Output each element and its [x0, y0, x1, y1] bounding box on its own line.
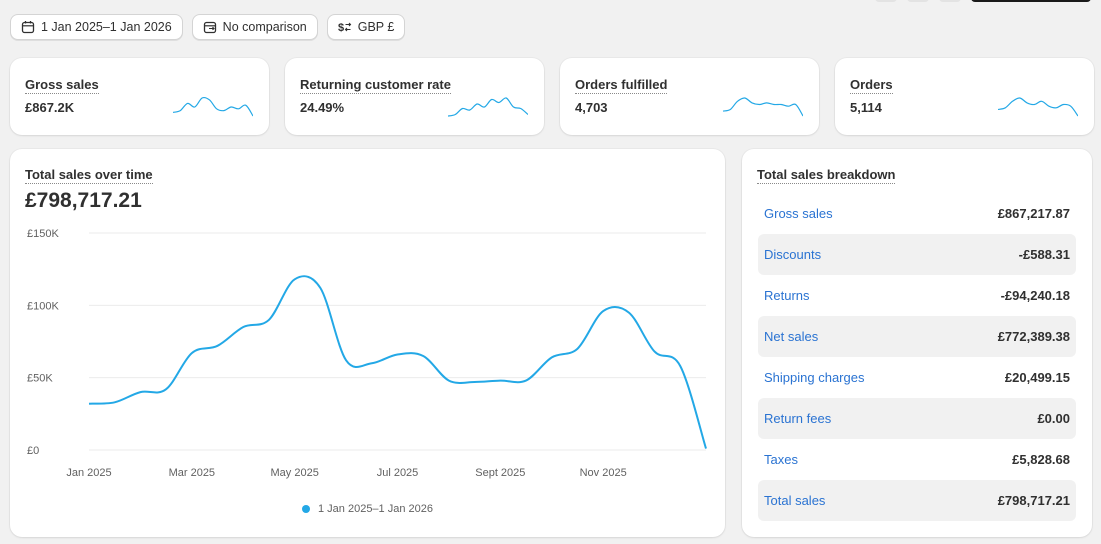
x-tick-label: Nov 2025 — [580, 467, 627, 479]
kpi-card-gross-sales[interactable]: Gross sales £867.2K — [10, 58, 269, 135]
sales-breakdown-card: Total sales breakdown Gross sales £867,21… — [742, 149, 1092, 537]
action-button-2[interactable] — [907, 0, 929, 2]
breakdown-value: £867,217.87 — [997, 206, 1070, 221]
y-tick-label: £100K — [27, 300, 59, 312]
kpi-value: 4,703 — [575, 100, 608, 115]
calendar-icon — [21, 21, 35, 34]
x-tick-label: Jan 2025 — [66, 467, 111, 479]
breakdown-link-returns[interactable]: Returns — [764, 288, 810, 303]
sparkline — [723, 97, 803, 117]
breakdown-row: Returns -£94,240.18 — [758, 275, 1076, 316]
breakdown-link-total-sales[interactable]: Total sales — [764, 493, 826, 508]
breakdown-link-taxes[interactable]: Taxes — [764, 452, 798, 467]
breakdown-link-shipping-charges[interactable]: Shipping charges — [764, 370, 865, 385]
breakdown-link-return-fees[interactable]: Return fees — [764, 411, 832, 426]
x-tick-label: Mar 2025 — [169, 467, 215, 479]
legend-dot — [302, 505, 310, 513]
kpi-title: Orders — [850, 77, 893, 94]
kpi-value: 5,114 — [850, 100, 882, 115]
series-line[interactable] — [88, 275, 707, 449]
y-tick-label: £150K — [27, 228, 59, 240]
sparkline-path — [173, 96, 253, 117]
comparison-label: No comparison — [222, 20, 307, 34]
calendar-compare-icon — [203, 21, 216, 34]
y-tick-label: £50K — [27, 373, 53, 385]
breakdown-row: Gross sales £867,217.87 — [758, 193, 1076, 234]
action-button-3[interactable] — [939, 0, 961, 2]
chart-title[interactable]: Total sales over time — [25, 167, 153, 184]
breakdown-value: £772,389.38 — [997, 329, 1070, 344]
kpi-row: Gross sales £867.2K Returning customer r… — [10, 58, 1094, 135]
chart-legend: 1 Jan 2025–1 Jan 2026 — [10, 503, 725, 515]
date-range-label: 1 Jan 2025–1 Jan 2026 — [41, 20, 172, 34]
breakdown-row: Taxes £5,828.68 — [758, 439, 1076, 480]
sparkline — [173, 96, 253, 117]
sparkline-path — [998, 97, 1078, 117]
breakdown-table: Gross sales £867,217.87 Discounts -£588.31… — [758, 193, 1076, 521]
currency-exchange-icon: $ — [338, 22, 352, 34]
kpi-card-orders-fulfilled[interactable]: Orders fulfilled 4,703 — [560, 58, 819, 135]
kpi-value: £867.2K — [25, 100, 75, 115]
breakdown-link-discounts[interactable]: Discounts — [764, 247, 822, 262]
breakdown-title[interactable]: Total sales breakdown — [757, 167, 896, 184]
date-range-button[interactable]: 1 Jan 2025–1 Jan 2026 — [10, 14, 183, 40]
breakdown-value: £798,717.21 — [997, 493, 1070, 508]
kpi-title: Returning customer rate — [300, 77, 451, 94]
breakdown-row: Discounts -£588.31 — [758, 234, 1076, 275]
svg-text:$: $ — [338, 22, 344, 34]
breakdown-value: £5,828.68 — [1012, 452, 1070, 467]
chart-total-value: £798,717.21 — [25, 189, 142, 212]
x-tick-label: Jul 2025 — [377, 467, 419, 479]
top-actions — [875, 0, 1091, 2]
breakdown-link-gross-sales[interactable]: Gross sales — [764, 206, 833, 221]
breakdown-row: Total sales £798,717.21 — [758, 480, 1076, 521]
sparkline-path — [448, 97, 528, 117]
action-button-1[interactable] — [875, 0, 897, 2]
kpi-card-orders[interactable]: Orders 5,114 — [835, 58, 1094, 135]
breakdown-value: -£588.31 — [1018, 247, 1070, 262]
breakdown-value: £0.00 — [1037, 411, 1070, 426]
sales-line-chart: £0 £50K £100K £150K Jan 2025 Mar 2025 May 2025… — [27, 228, 707, 479]
kpi-card-returning-customer-rate[interactable]: Returning customer rate 24.49% — [285, 58, 544, 135]
breakdown-value: -£94,240.18 — [1000, 288, 1070, 303]
sparkline-path — [723, 97, 803, 117]
comparison-button[interactable]: No comparison — [191, 14, 318, 40]
currency-label: GBP £ — [357, 20, 395, 34]
kpi-title: Orders fulfilled — [575, 77, 668, 94]
filter-bar: 1 Jan 2025–1 Jan 2026 No comparison $ GB… — [10, 14, 406, 40]
kpi-value: 24.49% — [300, 100, 345, 115]
kpi-title: Gross sales — [25, 77, 99, 94]
sparkline — [448, 97, 528, 117]
breakdown-row: Shipping charges £20,499.15 — [758, 357, 1076, 398]
y-tick-label: £0 — [27, 445, 39, 457]
sparkline — [998, 97, 1078, 117]
breakdown-value: £20,499.15 — [1004, 370, 1070, 385]
primary-action-button[interactable] — [971, 0, 1091, 2]
sales-over-time-card: £0 £50K £100K £150K Jan 2025 Mar 2025 May 2025… — [10, 149, 725, 537]
legend-label: 1 Jan 2025–1 Jan 2026 — [318, 503, 433, 515]
x-tick-label: Sept 2025 — [475, 467, 525, 479]
breakdown-row: Net sales £772,389.38 — [758, 316, 1076, 357]
breakdown-row: Return fees £0.00 — [758, 398, 1076, 439]
currency-button[interactable]: $ GBP £ — [326, 14, 406, 40]
x-tick-label: May 2025 — [271, 467, 319, 479]
breakdown-link-net-sales[interactable]: Net sales — [764, 329, 819, 344]
